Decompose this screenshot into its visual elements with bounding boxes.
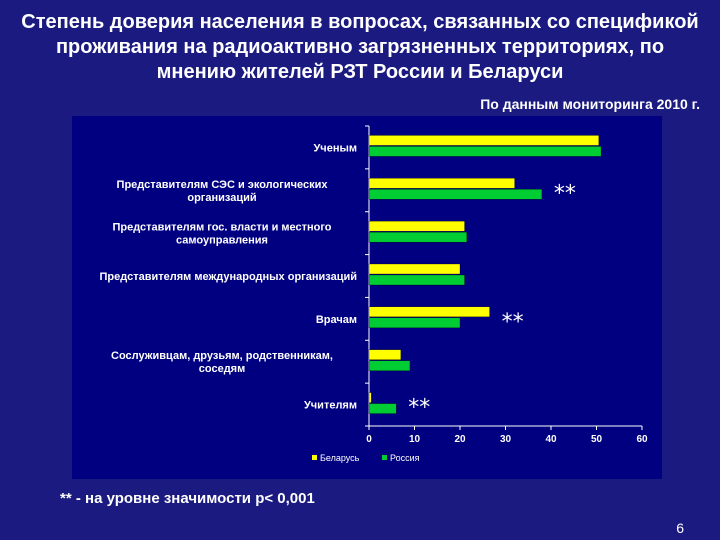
category-label: Представителям СЭС и экологических органи… (117, 179, 329, 204)
significance-marker: ** (554, 181, 576, 206)
x-tick-label: 60 (636, 434, 648, 445)
bar-belarus (368, 263, 461, 275)
category-label: Сослуживцам, друзьям, родственникам, сосе… (111, 350, 333, 375)
bar-russia (368, 274, 465, 286)
x-tick-label: 0 (366, 434, 372, 445)
legend-label: Россия (390, 453, 420, 463)
significance-marker: ** (502, 310, 524, 335)
bar-russia (368, 231, 467, 243)
bar-russia (368, 189, 543, 200)
bar-belarus (368, 306, 490, 318)
bar-belarus (368, 349, 402, 360)
bar-belarus (368, 392, 372, 403)
bar-russia (368, 317, 461, 329)
legend-label: Беларусь (320, 453, 360, 463)
bar-russia (368, 403, 397, 414)
bar-belarus (368, 220, 465, 232)
category-label: Учителям (304, 400, 357, 412)
x-tick-label: 50 (591, 434, 603, 445)
data-source: По данным мониторинга 2010 г. (480, 96, 700, 112)
x-tick-label: 20 (454, 434, 466, 445)
x-tick-label: 10 (409, 434, 421, 445)
category-label: Ученым (313, 142, 357, 154)
bar-belarus (368, 178, 515, 189)
x-tick-label: 30 (500, 434, 512, 445)
category-label: Представителям гос. власти и местного сам… (112, 222, 331, 247)
significance-note: ** - на уровне значимости p< 0,001 (60, 490, 315, 507)
category-label: Представителям международных организаций (100, 271, 358, 283)
bar-russia (368, 360, 411, 371)
legend-swatch-belarus (312, 455, 317, 460)
slide-number: 6 (676, 520, 684, 536)
x-tick-label: 40 (545, 434, 557, 445)
slide-title: Степень доверия населения в вопросах, св… (21, 11, 699, 83)
bar-chart: 0 10 20 30 40 50 60 Ученым Представителям СЭС и … (100, 125, 648, 463)
significance-marker: ** (408, 396, 430, 421)
legend-swatch-russia (382, 455, 387, 460)
bar-belarus (368, 135, 599, 146)
category-label: Врачам (316, 314, 357, 326)
chart-area: 0 10 20 30 40 50 60 Ученым Представителям СЭС и … (72, 116, 662, 479)
bar-russia (368, 146, 602, 157)
